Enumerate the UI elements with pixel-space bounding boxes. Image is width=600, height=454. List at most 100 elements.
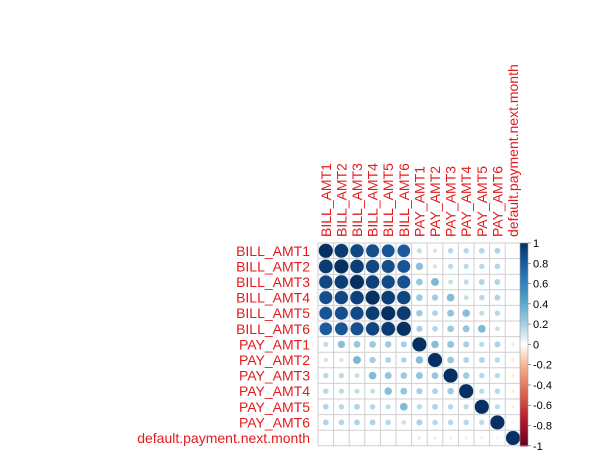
corr-cell-1-7 xyxy=(432,263,438,269)
colorbar-segment xyxy=(520,278,528,282)
colorbar-tick-label: -0.6 xyxy=(533,400,552,412)
colorbar-segment xyxy=(520,293,528,297)
corr-cell-4-6 xyxy=(415,309,424,317)
corr-cell-12-5 xyxy=(402,437,405,440)
corr-cell-5-5 xyxy=(396,321,412,337)
corr-cell-3-1 xyxy=(334,290,349,305)
colorbar-segment xyxy=(520,341,528,345)
corr-cell-9-9 xyxy=(458,383,474,399)
corr-cell-3-9 xyxy=(463,294,470,301)
corr-cell-8-4 xyxy=(384,371,393,380)
colorbar-segment xyxy=(520,288,528,292)
corr-cell-7-3 xyxy=(369,356,377,364)
corr-cell-1-0 xyxy=(318,259,334,274)
corr-cell-10-9 xyxy=(463,403,470,410)
colorbar-segment xyxy=(520,417,528,422)
corr-cell-7-5 xyxy=(400,356,408,364)
colorbar-segment xyxy=(520,344,528,348)
corr-cell-2-0 xyxy=(318,274,333,290)
colorbar-segment xyxy=(520,331,528,335)
colorbar-segment xyxy=(520,359,528,363)
correlation-grid xyxy=(317,242,522,447)
corr-cell-10-8 xyxy=(447,403,454,410)
corr-cell-11-11 xyxy=(489,414,505,430)
colorbar-segment xyxy=(520,346,528,351)
colorbar-segment xyxy=(520,402,528,406)
col-label-11: PAY_AMT6 xyxy=(489,166,505,237)
colorbar-segment xyxy=(520,283,528,287)
corr-cell-9-11 xyxy=(494,388,501,395)
corr-cell-4-3 xyxy=(365,305,380,321)
col-label-4: BILL_AMT5 xyxy=(380,163,396,237)
corr-cell-0-5 xyxy=(397,244,411,258)
corr-cell-4-4 xyxy=(380,305,396,321)
colorbar-tick-label: 0.6 xyxy=(533,279,548,291)
col-label-12: default.payment.next.month xyxy=(505,64,521,237)
corr-cell-2-5 xyxy=(396,275,411,289)
corr-cell-12-0 xyxy=(324,436,328,440)
colorbar-segment xyxy=(520,435,528,439)
corr-cell-1-8 xyxy=(447,263,454,270)
corr-cell-7-1 xyxy=(338,357,344,363)
corr-cell-7-7 xyxy=(427,352,443,368)
corr-cell-6-1 xyxy=(337,340,346,349)
colorbar-segment xyxy=(520,260,528,264)
col-label-6: PAY_AMT1 xyxy=(411,166,427,237)
colorbar-segment xyxy=(520,379,528,384)
corr-cell-12-12 xyxy=(505,430,521,446)
row-label-6: PAY_AMT1 xyxy=(239,336,310,352)
corr-cell-0-0 xyxy=(318,243,334,259)
colorbar-segment xyxy=(520,253,528,257)
col-label-1: BILL_AMT2 xyxy=(333,163,349,237)
corr-cell-3-6 xyxy=(415,293,424,302)
corr-cell-8-3 xyxy=(368,371,377,380)
colorbar-segment xyxy=(520,265,528,269)
corr-cell-7-6 xyxy=(415,355,424,365)
colorbar-segment xyxy=(520,275,528,280)
corr-cell-12-3 xyxy=(371,437,374,440)
corr-cell-4-7 xyxy=(431,309,439,317)
column-labels: BILL_AMT1 BILL_AMT2 BILL_AMT3 BILL_AMT4 BILL… xyxy=(318,64,521,237)
corr-cell-0-8 xyxy=(447,247,454,254)
row-label-7: PAY_AMT2 xyxy=(239,352,310,368)
corr-cell-10-2 xyxy=(353,403,361,411)
corr-cell-12-2 xyxy=(356,437,359,440)
colorbar-segment xyxy=(520,291,528,295)
corr-cell-4-8 xyxy=(446,309,455,318)
colorbar-segment xyxy=(520,362,528,366)
corr-cell-8-10 xyxy=(478,372,485,379)
corr-cell-3-7 xyxy=(431,294,439,302)
colorbar-segment xyxy=(520,321,528,325)
colorbar-segment xyxy=(520,296,528,300)
corr-cell-0-7 xyxy=(432,248,438,254)
colorbar-segment xyxy=(520,270,528,275)
correlation-circles xyxy=(318,243,521,446)
corr-cell-8-11 xyxy=(494,372,501,379)
colorbar-segment xyxy=(520,443,528,447)
corr-cell-4-1 xyxy=(334,306,349,321)
corr-cell-10-5 xyxy=(399,402,409,412)
color-legend: 1 0.8 0.6 0.4 0.2 0 -0.2 -0.4 -0.6 -0.8 -1 xyxy=(519,238,552,453)
row-label-0: BILL_AMT1 xyxy=(236,243,310,259)
colorbar-segment xyxy=(520,349,528,353)
colorbar-segment xyxy=(520,425,528,429)
corr-cell-2-12 xyxy=(512,281,515,284)
corr-cell-6-8 xyxy=(446,340,455,349)
colorbar-segment xyxy=(520,405,528,409)
corr-cell-3-12 xyxy=(512,296,515,299)
col-label-10: PAY_AMT5 xyxy=(474,166,490,237)
corr-cell-0-6 xyxy=(416,247,423,254)
colorbar-segment xyxy=(520,273,528,277)
colorbar-segment xyxy=(520,324,528,328)
corr-cell-0-12 xyxy=(511,249,515,253)
row-label-5: BILL_AMT6 xyxy=(236,321,310,337)
corr-cell-8-2 xyxy=(354,372,360,379)
corr-cell-2-9 xyxy=(463,279,470,285)
colorbar-segment xyxy=(520,392,528,396)
colorbar-segment xyxy=(520,298,528,302)
corr-cell-7-2 xyxy=(352,355,362,365)
colorbar-segment xyxy=(520,428,528,432)
corr-cell-11-5 xyxy=(401,419,407,426)
colorbar-segment xyxy=(520,384,528,389)
corr-cell-12-9 xyxy=(464,436,469,441)
